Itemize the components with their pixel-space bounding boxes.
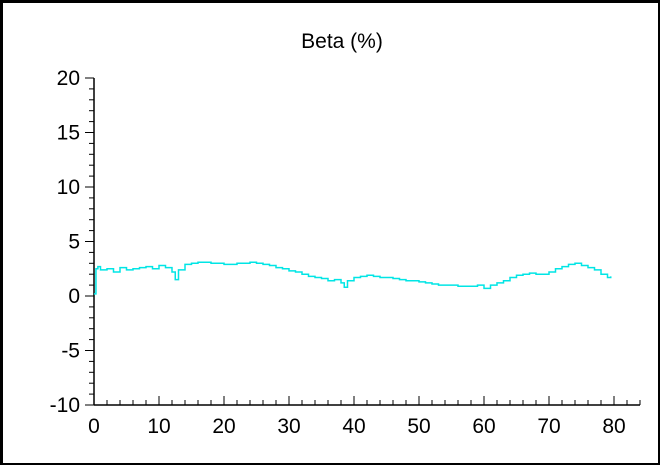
y-tick-label: -10 [50,394,80,417]
ticks [85,77,641,406]
y-tick-label: 0 [68,285,80,308]
y-tick-label: 10 [57,176,80,199]
y-tick-label: -5 [61,340,80,363]
x-tick-label: 80 [602,415,625,438]
chart-title: Beta (%) [301,30,383,53]
tick-labels: 0 10 20 30 40 50 60 70 80 -10 -5 0 5 10 15 20 [50,67,626,438]
x-tick-label: 50 [407,415,430,438]
axes [93,78,640,406]
y-tick-label: 5 [68,231,80,254]
x-tick-label: 40 [342,415,365,438]
x-tick-label: 0 [88,415,100,438]
y-tick-label: 15 [57,122,80,145]
x-tick-label: 70 [537,415,560,438]
series-line [94,261,612,295]
x-tick-label: 30 [277,415,300,438]
x-tick-label: 20 [212,415,235,438]
y-tick-label: 20 [57,67,80,90]
series-layer [94,261,612,295]
x-tick-label: 10 [147,415,170,438]
x-tick-label: 60 [472,415,495,438]
